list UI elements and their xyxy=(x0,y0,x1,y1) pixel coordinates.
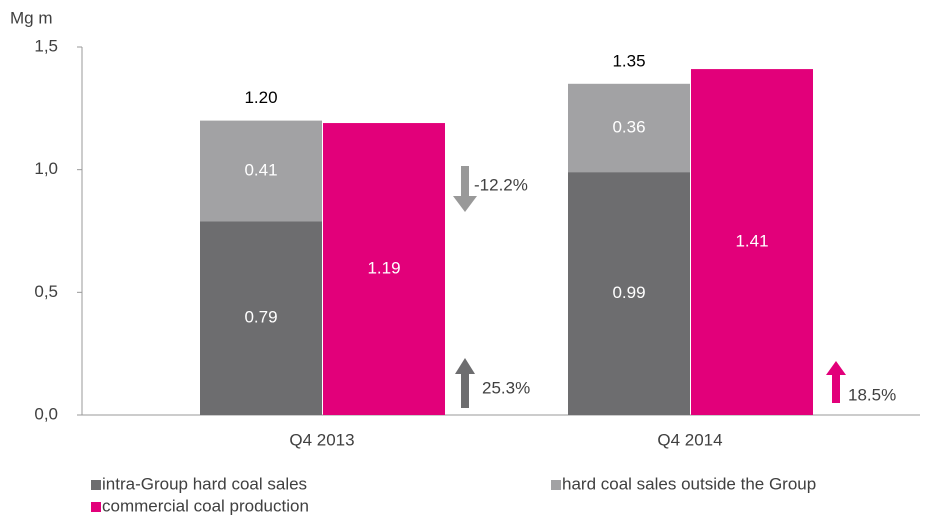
data-label: 0.36 xyxy=(612,117,645,136)
y-tick-label: 0,5 xyxy=(34,282,58,301)
legend-label: commercial coal production xyxy=(102,496,309,515)
y-tick-label: 1,5 xyxy=(34,36,58,55)
bar-segment xyxy=(691,69,813,415)
data-label: 1.19 xyxy=(367,259,400,278)
data-label: 1.41 xyxy=(735,232,768,251)
total-label: 1.20 xyxy=(244,88,277,107)
bar-segment xyxy=(568,83,690,173)
x-tick-label: Q4 2013 xyxy=(289,430,354,449)
bar-segment xyxy=(200,120,322,222)
data-label: 0.79 xyxy=(244,308,277,327)
annotation: -12.2% xyxy=(474,175,528,194)
legend-label: intra-Group hard coal sales xyxy=(102,474,307,493)
y-tick-label: 1,0 xyxy=(34,159,58,178)
bar-segment xyxy=(568,172,690,415)
annotation: 25.3% xyxy=(482,378,530,397)
bar-segment xyxy=(200,221,322,415)
legend-swatch xyxy=(91,502,101,512)
arrow xyxy=(453,166,846,408)
data-label: 0.99 xyxy=(612,283,645,302)
legend-label: hard coal sales outside the Group xyxy=(562,474,816,493)
legend-swatch xyxy=(91,480,101,490)
data-label: 0.41 xyxy=(244,160,277,179)
legend-swatch xyxy=(551,480,561,490)
total-label: 1.35 xyxy=(612,51,645,70)
bar-segment xyxy=(323,123,445,415)
y-tick-label: 0,0 xyxy=(34,404,58,423)
annotation: 18.5% xyxy=(848,385,896,404)
x-tick-label: Q4 2014 xyxy=(657,430,722,449)
y-axis-label: Mg m xyxy=(10,8,53,27)
